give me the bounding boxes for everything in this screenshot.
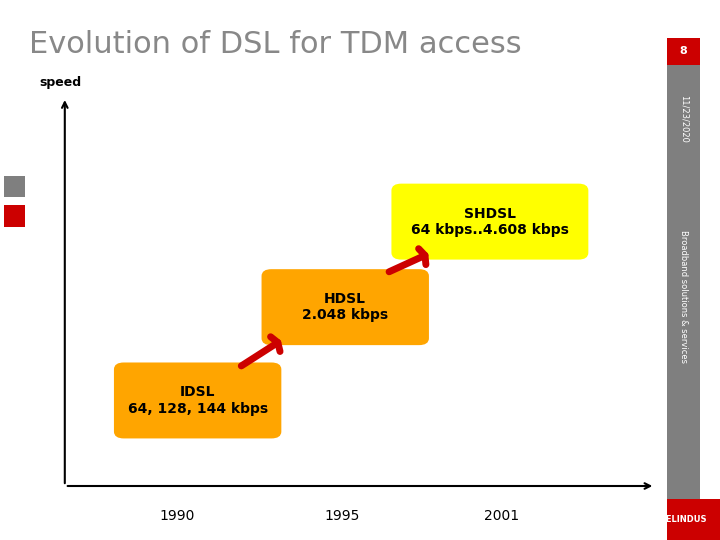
Text: 1990: 1990 [159,509,194,523]
Text: SHDSL
64 kbps..4.608 kbps: SHDSL 64 kbps..4.608 kbps [411,206,569,237]
FancyBboxPatch shape [263,270,428,344]
FancyBboxPatch shape [115,363,280,437]
Text: HDSL
2.048 kbps: HDSL 2.048 kbps [302,292,388,322]
Text: Broadband solutions & services: Broadband solutions & services [679,231,688,363]
Text: TELINDUS: TELINDUS [660,515,707,524]
Text: IDSL
64, 128, 144 kbps: IDSL 64, 128, 144 kbps [127,386,268,416]
Text: 8: 8 [680,46,688,56]
Text: speed: speed [40,76,82,89]
Text: 2001: 2001 [484,509,519,523]
Text: 11/23/2020: 11/23/2020 [679,95,688,143]
Text: Evolution of DSL for TDM access: Evolution of DSL for TDM access [29,30,521,59]
FancyBboxPatch shape [392,185,588,259]
Text: 1995: 1995 [325,509,360,523]
